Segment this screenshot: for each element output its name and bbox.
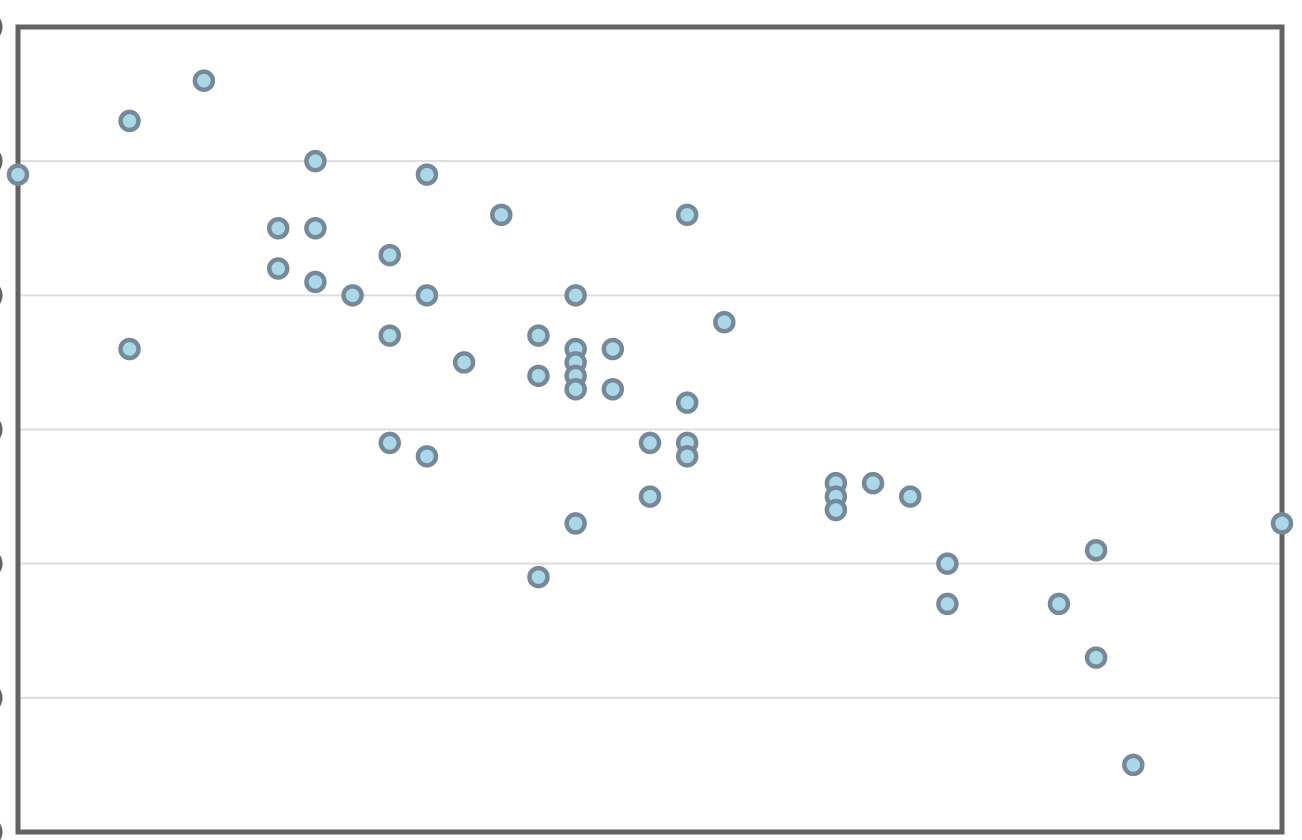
data-point-20 — [527, 565, 550, 589]
data-point-44 — [1084, 539, 1108, 562]
data-point-35 — [713, 310, 736, 334]
data-point-34 — [675, 445, 699, 468]
data-point-16 — [452, 351, 476, 374]
data-point-26 — [564, 512, 587, 535]
data-point-47 — [1270, 512, 1294, 535]
y-tick-mark-60 — [0, 18, 3, 36]
data-point-30 — [638, 485, 662, 508]
data-point-21 — [564, 284, 587, 307]
data-point-17 — [490, 203, 513, 227]
data-point-43 — [1047, 592, 1071, 616]
data-point-9 — [341, 284, 364, 307]
data-point-14 — [415, 284, 439, 307]
data-point-4 — [266, 217, 290, 240]
data-point-7 — [304, 217, 327, 240]
data-point-27 — [601, 337, 625, 361]
data-point-8 — [304, 270, 327, 294]
data-point-41 — [936, 552, 959, 575]
data-point-5 — [266, 257, 290, 280]
y-tick-mark-30 — [0, 420, 3, 439]
data-point-1 — [118, 109, 141, 133]
data-point-2 — [118, 337, 141, 361]
data-point-45 — [1084, 646, 1108, 669]
horizontal-gridlines — [18, 160, 1282, 699]
data-point-6 — [304, 149, 327, 173]
data-points — [6, 69, 1294, 777]
data-point-28 — [601, 378, 625, 401]
data-point-12 — [378, 431, 402, 455]
data-point-39 — [861, 471, 885, 495]
data-point-42 — [936, 592, 959, 616]
data-point-46 — [1122, 753, 1145, 777]
data-point-19 — [527, 364, 550, 388]
data-point-3 — [192, 69, 216, 92]
data-point-29 — [638, 431, 662, 455]
data-point-18 — [527, 324, 550, 347]
data-point-31 — [675, 203, 699, 227]
y-tick-mark-10 — [0, 689, 3, 707]
data-point-25 — [564, 378, 587, 401]
plot-area-frame — [15, 24, 1285, 835]
y-tick-mark-20 — [0, 555, 3, 573]
y-tick-mark-50 — [0, 152, 3, 170]
data-point-40 — [898, 485, 922, 508]
data-point-38 — [824, 498, 848, 522]
data-point-15 — [415, 445, 439, 468]
y-tick-mark-0 — [0, 823, 3, 840]
data-point-0 — [6, 163, 30, 186]
data-point-13 — [415, 163, 439, 186]
data-point-11 — [378, 324, 402, 347]
y-axis-tick-marks — [0, 18, 3, 840]
data-point-32 — [675, 391, 699, 414]
data-point-10 — [378, 243, 402, 267]
y-tick-mark-40 — [0, 286, 3, 304]
